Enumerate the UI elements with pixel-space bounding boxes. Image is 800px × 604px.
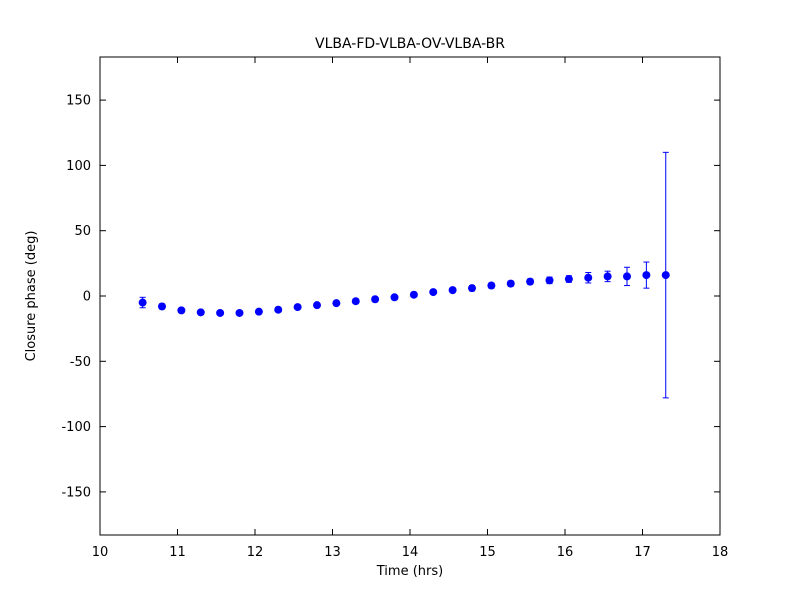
x-tick-label: 13 [324,545,341,560]
y-tick-label: 50 [74,224,91,239]
data-point [487,281,496,290]
x-tick-label: 14 [402,545,419,560]
data-point [506,279,515,288]
y-tick-label: 150 [66,94,91,109]
data-point [526,277,535,286]
data-point [448,286,457,295]
x-tick-label: 18 [712,545,729,560]
x-axis-label: Time (hrs) [376,564,443,579]
data-point [603,272,612,281]
data-point [661,271,670,280]
data-point [196,308,205,317]
data-point [584,273,593,282]
data-point [564,275,573,284]
y-tick-label: 100 [66,159,91,174]
data-point [642,271,651,280]
x-tick-label: 12 [247,545,264,560]
x-tick-label: 11 [169,545,186,560]
data-point [177,306,186,315]
x-tick-label: 15 [479,545,496,560]
data-point [235,308,244,317]
y-tick-label: -150 [61,485,91,500]
data-point [371,295,380,304]
data-point [293,303,302,312]
y-tick-label: -100 [61,420,91,435]
data-point [138,298,147,307]
y-tick-label: 0 [83,290,91,305]
data-point [274,305,283,314]
data-point [216,308,225,317]
y-axis-label: Closure phase (deg) [24,231,39,362]
data-point [158,302,166,311]
data-point [623,272,631,281]
data-point [429,288,438,297]
x-tick-label: 17 [634,545,651,560]
data-point [254,307,263,316]
data-series [138,151,670,399]
chart-title: VLBA-FD-VLBA-OV-VLBA-BR [315,36,505,52]
data-point [332,299,341,308]
x-tick-label: 16 [557,545,574,560]
data-point [351,297,360,306]
axes: 10 11 12 13 14 15 16 17 18 -150 -100 -50 0 50 100 150 [61,56,729,560]
data-point [468,284,476,293]
y-tick-label: -50 [70,355,91,370]
data-point [313,301,321,310]
plot-frame [99,56,721,536]
data-point [545,276,554,285]
x-tick-label: 10 [92,545,109,560]
data-point [409,290,418,299]
data-point [390,293,399,302]
